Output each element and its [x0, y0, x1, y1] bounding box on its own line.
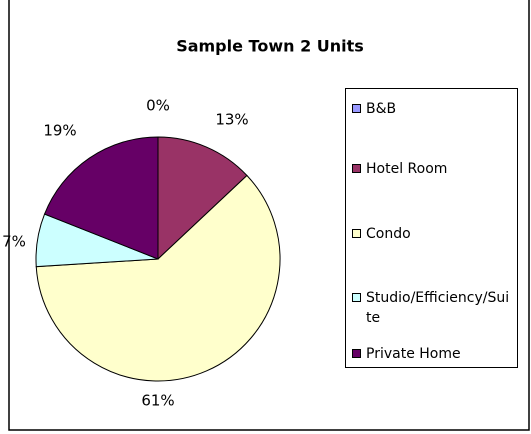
legend-label: Private Home	[366, 346, 461, 362]
data-label: 61%	[141, 392, 174, 410]
legend-swatch	[352, 229, 361, 238]
data-label: 7%	[2, 233, 26, 251]
legend-entry: B&B	[352, 99, 514, 119]
legend-entry: Studio/Efficiency/Suite	[352, 288, 514, 328]
legend-label: Studio/Efficiency/Suite	[366, 290, 510, 326]
legend-entry: Private Home	[352, 344, 514, 364]
pie-slice	[43, 136, 159, 260]
legend-entry: Condo	[352, 224, 514, 244]
legend: B&B Hotel Room Condo Studio/Efficiency/Suit…	[345, 88, 518, 368]
pie-slice	[35, 174, 281, 382]
legend-swatch	[352, 164, 361, 173]
legend-swatch	[352, 104, 361, 113]
pie-slice	[157, 136, 248, 261]
legend-swatch	[352, 293, 361, 302]
chart-title: Sample Town 2 Units	[176, 37, 364, 56]
data-label: 19%	[43, 122, 76, 140]
legend-entry: Hotel Room	[352, 159, 514, 179]
legend-label: Hotel Room	[366, 161, 448, 177]
legend-swatch	[352, 349, 361, 358]
data-label: 0%	[146, 97, 170, 115]
chart-frame	[8, 0, 530, 431]
legend-label: Condo	[366, 226, 411, 242]
data-label: 13%	[215, 111, 248, 129]
legend-label: B&B	[366, 101, 397, 117]
